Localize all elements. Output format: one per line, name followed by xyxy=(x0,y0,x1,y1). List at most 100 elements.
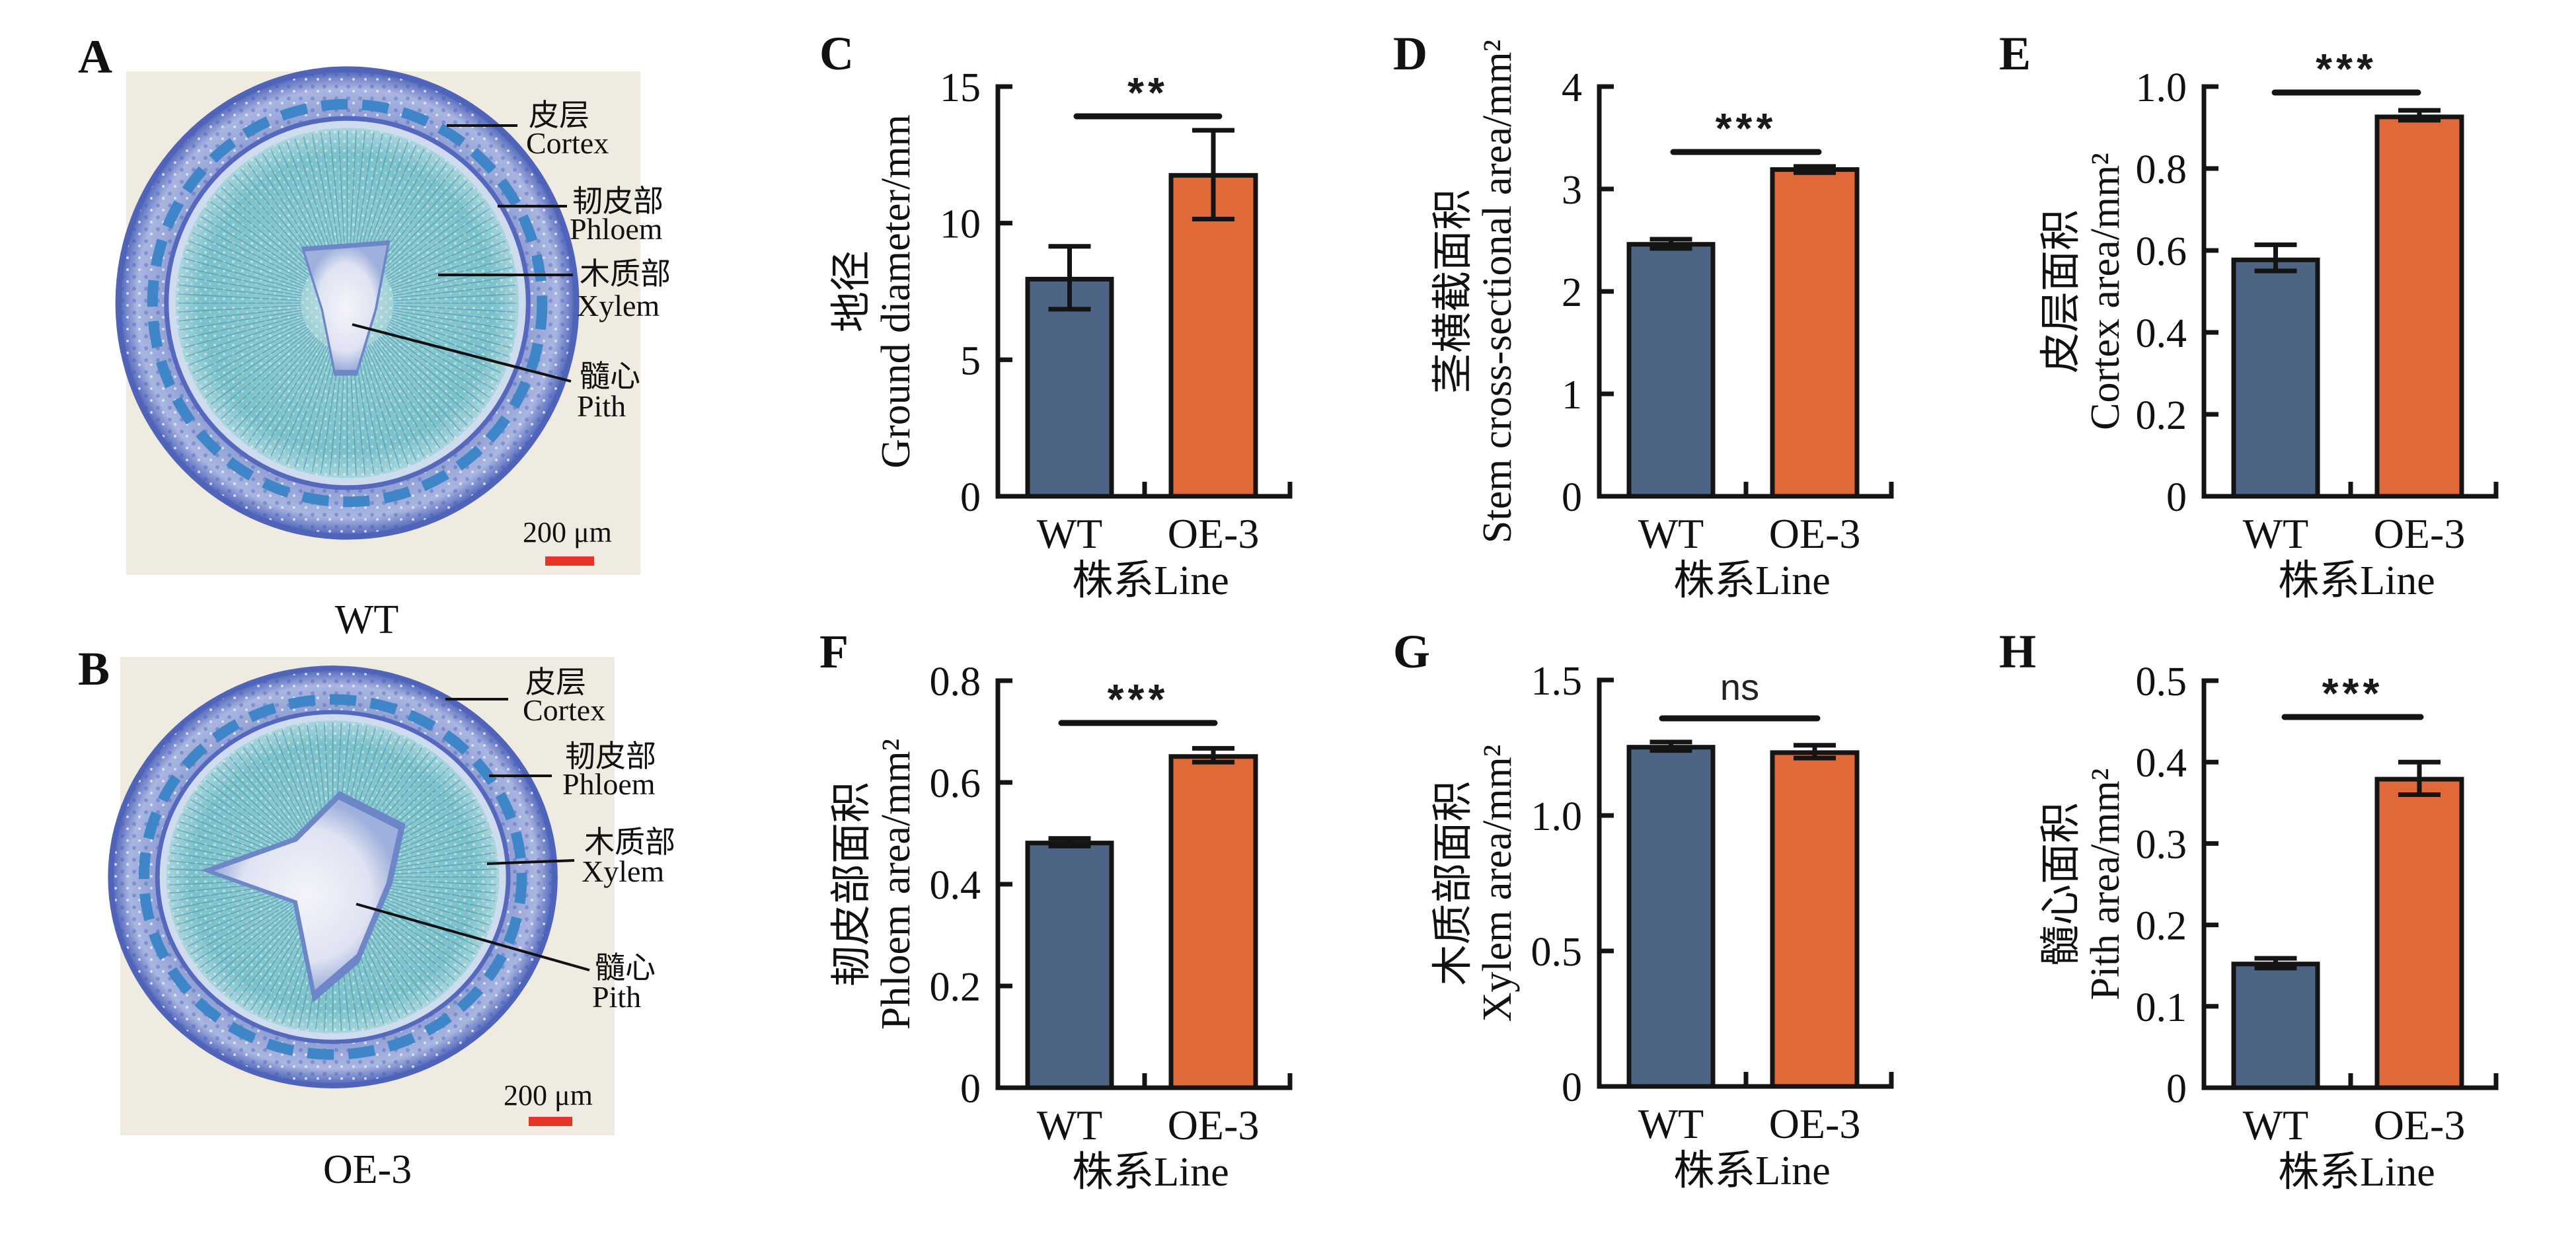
y-tick-label: 0.4 xyxy=(2136,741,2187,786)
panel-letter: B xyxy=(78,642,110,695)
y-tick-label: 0 xyxy=(960,1067,981,1112)
scale-bar xyxy=(529,1117,572,1126)
ray xyxy=(374,341,447,443)
ray xyxy=(393,312,513,340)
scale-bar-label: 200 μm xyxy=(504,1079,593,1112)
y-axis-label-zh: 韧皮部面积 xyxy=(829,782,874,987)
ray xyxy=(186,895,293,948)
y-axis-label-zh: 茎横截面积 xyxy=(1431,189,1476,394)
chart-panel-e: E WT OE-3 0 0.2 0.4 0.6 0.8 1.0 皮层面积 Cortex area/m… xyxy=(1999,27,2499,603)
y-axis-label-zh: 皮层面积 xyxy=(2039,209,2084,373)
bar-oe-3 xyxy=(2374,114,2464,499)
y-tick-label: 0.3 xyxy=(2136,822,2187,867)
ray xyxy=(178,305,301,313)
stem-cross-section xyxy=(115,66,580,540)
y-axis-label-zh: 木质部面积 xyxy=(1431,780,1476,985)
label-xylem-zh: 木质部 xyxy=(580,257,671,291)
y-axis-label-en: Ground diameter/mm xyxy=(874,114,919,468)
ray xyxy=(377,860,496,874)
ray xyxy=(303,135,336,258)
ray xyxy=(383,332,480,412)
y-tick-label: 1 xyxy=(1562,373,1582,418)
y-tick-label: 15 xyxy=(940,65,981,110)
ray xyxy=(363,141,409,259)
chart-panel-g: G WT OE-3 0 0.5 1.0 1.5 木质部面积 Xylem area/mm² 株系Li… xyxy=(1393,625,1894,1193)
ray xyxy=(180,275,302,297)
ray xyxy=(352,131,366,256)
y-tick-label: 0.1 xyxy=(2136,985,2187,1030)
ray xyxy=(356,133,383,257)
leader-line xyxy=(356,903,590,971)
scale-bar xyxy=(545,556,594,566)
ray xyxy=(270,149,327,262)
ray xyxy=(393,266,513,294)
x-axis-label: 株系Line xyxy=(1072,1150,1229,1195)
error-bar xyxy=(2254,956,2297,971)
ray xyxy=(391,317,509,358)
bar-oe-3 xyxy=(1168,754,1258,1090)
x-axis-label: 株系Line xyxy=(2278,1150,2435,1195)
y-tick-label: 4 xyxy=(1562,65,1582,110)
ray xyxy=(258,739,313,840)
axis-lines xyxy=(2201,678,2499,1090)
y-tick-label: 0 xyxy=(2166,475,2187,520)
ray xyxy=(192,232,305,285)
y-tick-label: 0.8 xyxy=(2136,147,2187,192)
ray xyxy=(356,349,383,473)
y-tick-label: 0.5 xyxy=(2136,660,2187,704)
ray xyxy=(205,328,309,398)
ray xyxy=(376,339,455,438)
x-axis-label: 株系Line xyxy=(1072,558,1229,603)
x-tick-label: OE-3 xyxy=(1168,1102,1260,1149)
ray xyxy=(393,293,517,301)
ray xyxy=(235,751,307,843)
ray xyxy=(243,747,309,842)
ray xyxy=(358,135,392,258)
ray xyxy=(311,133,338,257)
ray xyxy=(377,883,496,902)
ray xyxy=(205,208,309,278)
y-tick-label: 0.2 xyxy=(930,965,981,1010)
ray xyxy=(178,293,301,301)
error-bar xyxy=(1649,237,1692,251)
ray xyxy=(388,224,499,282)
ray xyxy=(243,912,309,1007)
x-tick-label: WT xyxy=(2243,1102,2309,1149)
y-axis-label-en: Xylem area/mm² xyxy=(1475,745,1520,1022)
ray xyxy=(221,186,313,272)
ray xyxy=(377,868,497,876)
ray xyxy=(376,887,492,918)
x-tick-label: OE-3 xyxy=(1769,1100,1861,1147)
y-tick-label: 0 xyxy=(1562,1065,1582,1110)
ray xyxy=(278,346,329,461)
ray xyxy=(229,909,305,998)
ray xyxy=(381,334,474,420)
chart-panel-c: C WT OE-3 0 5 10 15 地径 Ground diameter/mm 株系Line *… xyxy=(819,27,1293,603)
ray xyxy=(358,348,392,471)
ray xyxy=(385,208,490,278)
ray xyxy=(250,743,311,841)
ray xyxy=(320,132,341,256)
error-bar xyxy=(1794,743,1836,761)
ray xyxy=(376,168,455,267)
ray xyxy=(384,201,485,276)
error-bar xyxy=(1649,739,1692,753)
y-tick-label: 0.4 xyxy=(930,863,981,908)
ray xyxy=(372,342,440,449)
chart-panel-f: F WT OE-3 0 0.2 0.4 0.6 0.8 韧皮部面积 Phloem area/mm²… xyxy=(819,625,1293,1195)
ray xyxy=(200,216,308,280)
ray xyxy=(365,346,417,461)
bar-oe-3 xyxy=(2374,776,2464,1090)
ray xyxy=(285,141,332,259)
ray xyxy=(375,889,490,925)
panel-letter: A xyxy=(78,30,112,83)
ray xyxy=(354,132,375,256)
ray xyxy=(176,889,291,925)
ray xyxy=(221,334,313,420)
panel-letter: F xyxy=(819,625,849,678)
bar-wt xyxy=(1626,745,1716,1089)
ray xyxy=(222,908,303,993)
ray xyxy=(294,348,334,468)
ray xyxy=(205,779,299,851)
